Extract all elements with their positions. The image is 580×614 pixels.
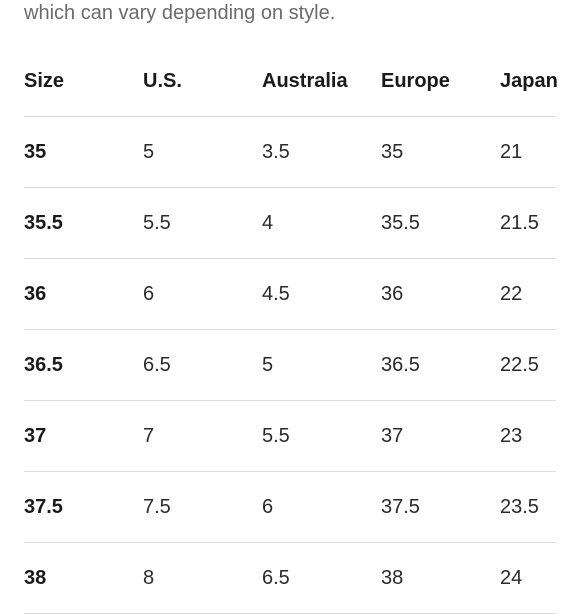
australia-cell: 4 — [262, 211, 274, 234]
us-cell: 6.5 — [143, 353, 171, 376]
japan-cell: 23 — [500, 424, 523, 447]
japan-cell: 22 — [500, 282, 523, 305]
table-row: 38 8 6.5 38 24 — [24, 543, 556, 614]
us-cell: 7.5 — [143, 495, 171, 518]
us-cell: 7 — [143, 424, 155, 447]
us-cell: 5.5 — [143, 211, 171, 234]
header-us: U.S. — [143, 69, 182, 92]
australia-cell: 4.5 — [262, 282, 290, 305]
table-row: 37 7 5.5 37 23 — [24, 401, 556, 472]
table-row: 35 5 3.5 35 21 — [24, 117, 556, 188]
japan-cell: 21.5 — [500, 211, 539, 234]
japan-cell: 24 — [500, 566, 523, 589]
size-cell: 35.5 — [24, 211, 63, 234]
header-japan: Japan — [500, 69, 558, 92]
intro-text: which can vary depending on style. — [24, 2, 336, 24]
europe-cell: 35 — [381, 140, 404, 163]
size-cell: 38 — [24, 566, 47, 589]
australia-cell: 3.5 — [262, 140, 290, 163]
australia-cell: 6.5 — [262, 566, 290, 589]
us-cell: 5 — [143, 140, 155, 163]
header-australia: Australia — [262, 69, 348, 92]
table-row: 35.5 5.5 4 35.5 21.5 — [24, 188, 556, 259]
europe-cell: 36 — [381, 282, 404, 305]
table-header-row: Size U.S. Australia Europe Japan — [24, 46, 558, 117]
europe-cell: 36.5 — [381, 353, 420, 376]
europe-cell: 37.5 — [381, 495, 420, 518]
europe-cell: 38 — [381, 566, 404, 589]
header-europe: Europe — [381, 69, 450, 92]
australia-cell: 5.5 — [262, 424, 290, 447]
us-cell: 8 — [143, 566, 155, 589]
size-cell: 37.5 — [24, 495, 63, 518]
table-row: 36 6 4.5 36 22 — [24, 259, 556, 330]
size-cell: 37 — [24, 424, 47, 447]
table-row: 36.5 6.5 5 36.5 22.5 — [24, 330, 556, 401]
size-cell: 36 — [24, 282, 47, 305]
size-cell: 35 — [24, 140, 47, 163]
europe-cell: 35.5 — [381, 211, 420, 234]
japan-cell: 23.5 — [500, 495, 539, 518]
size-conversion-table: Size U.S. Australia Europe Japan 35 5 3.… — [24, 46, 558, 614]
europe-cell: 37 — [381, 424, 404, 447]
us-cell: 6 — [143, 282, 155, 305]
japan-cell: 22.5 — [500, 353, 539, 376]
australia-cell: 6 — [262, 495, 274, 518]
table-row: 37.5 7.5 6 37.5 23.5 — [24, 472, 556, 543]
australia-cell: 5 — [262, 353, 274, 376]
size-cell: 36.5 — [24, 353, 63, 376]
header-size: Size — [24, 69, 65, 92]
japan-cell: 21 — [500, 140, 523, 163]
